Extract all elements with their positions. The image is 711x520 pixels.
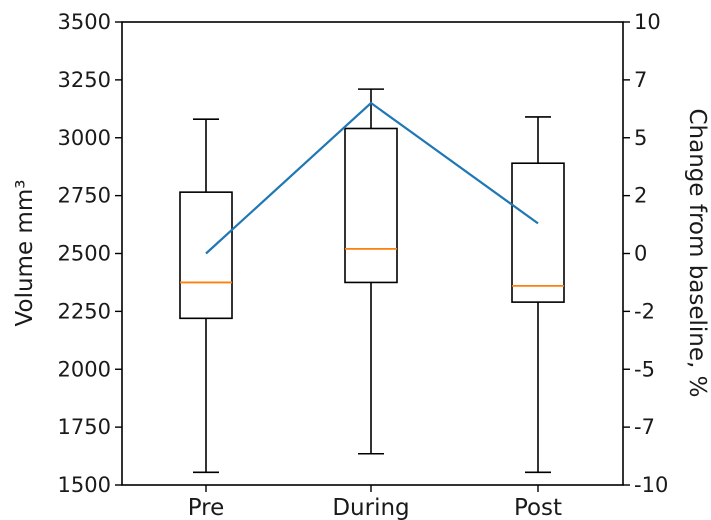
box-pre bbox=[180, 192, 232, 318]
change-from-baseline-line bbox=[206, 103, 538, 254]
boxes-layer bbox=[180, 89, 564, 472]
right-tick-label: -2 bbox=[634, 299, 655, 323]
left-tick-label: 2000 bbox=[58, 357, 111, 381]
left-tick-label: 3250 bbox=[58, 68, 111, 92]
x-tick-label: During bbox=[332, 495, 409, 520]
left-tick-label: 2500 bbox=[58, 242, 111, 266]
right-tick-label: 2 bbox=[634, 184, 647, 208]
right-y-axis-ticks: -10 -7 -5 -2 0 2 5 7 10 bbox=[623, 10, 668, 497]
x-axis-ticks: Pre During Post bbox=[188, 485, 562, 520]
right-tick-label: 10 bbox=[634, 10, 661, 34]
left-tick-label: 1750 bbox=[58, 415, 111, 439]
right-tick-label: -7 bbox=[634, 415, 655, 439]
left-tick-label: 1500 bbox=[58, 473, 111, 497]
plot-area-frame bbox=[122, 22, 623, 485]
y-axis-label: Volume mm³ bbox=[12, 180, 38, 327]
x-tick-label: Post bbox=[514, 495, 562, 520]
box-post bbox=[512, 163, 564, 302]
x-tick-label: Pre bbox=[188, 495, 225, 520]
left-tick-label: 3500 bbox=[58, 10, 111, 34]
right-tick-label: 0 bbox=[634, 242, 647, 266]
right-tick-label: 7 bbox=[634, 68, 647, 92]
right-tick-label: -10 bbox=[634, 473, 668, 497]
right-tick-label: -5 bbox=[634, 357, 655, 381]
box-during bbox=[345, 128, 397, 282]
left-y-axis-ticks: 1500 1750 2000 2250 2500 2750 3000 3250 3500 bbox=[58, 10, 122, 497]
change-line-layer bbox=[206, 103, 538, 254]
right-y-axis-label: Change from baseline, % bbox=[684, 108, 710, 397]
right-tick-label: 5 bbox=[634, 126, 647, 150]
left-tick-label: 3000 bbox=[58, 126, 111, 150]
left-tick-label: 2750 bbox=[58, 184, 111, 208]
left-tick-label: 2250 bbox=[58, 299, 111, 323]
